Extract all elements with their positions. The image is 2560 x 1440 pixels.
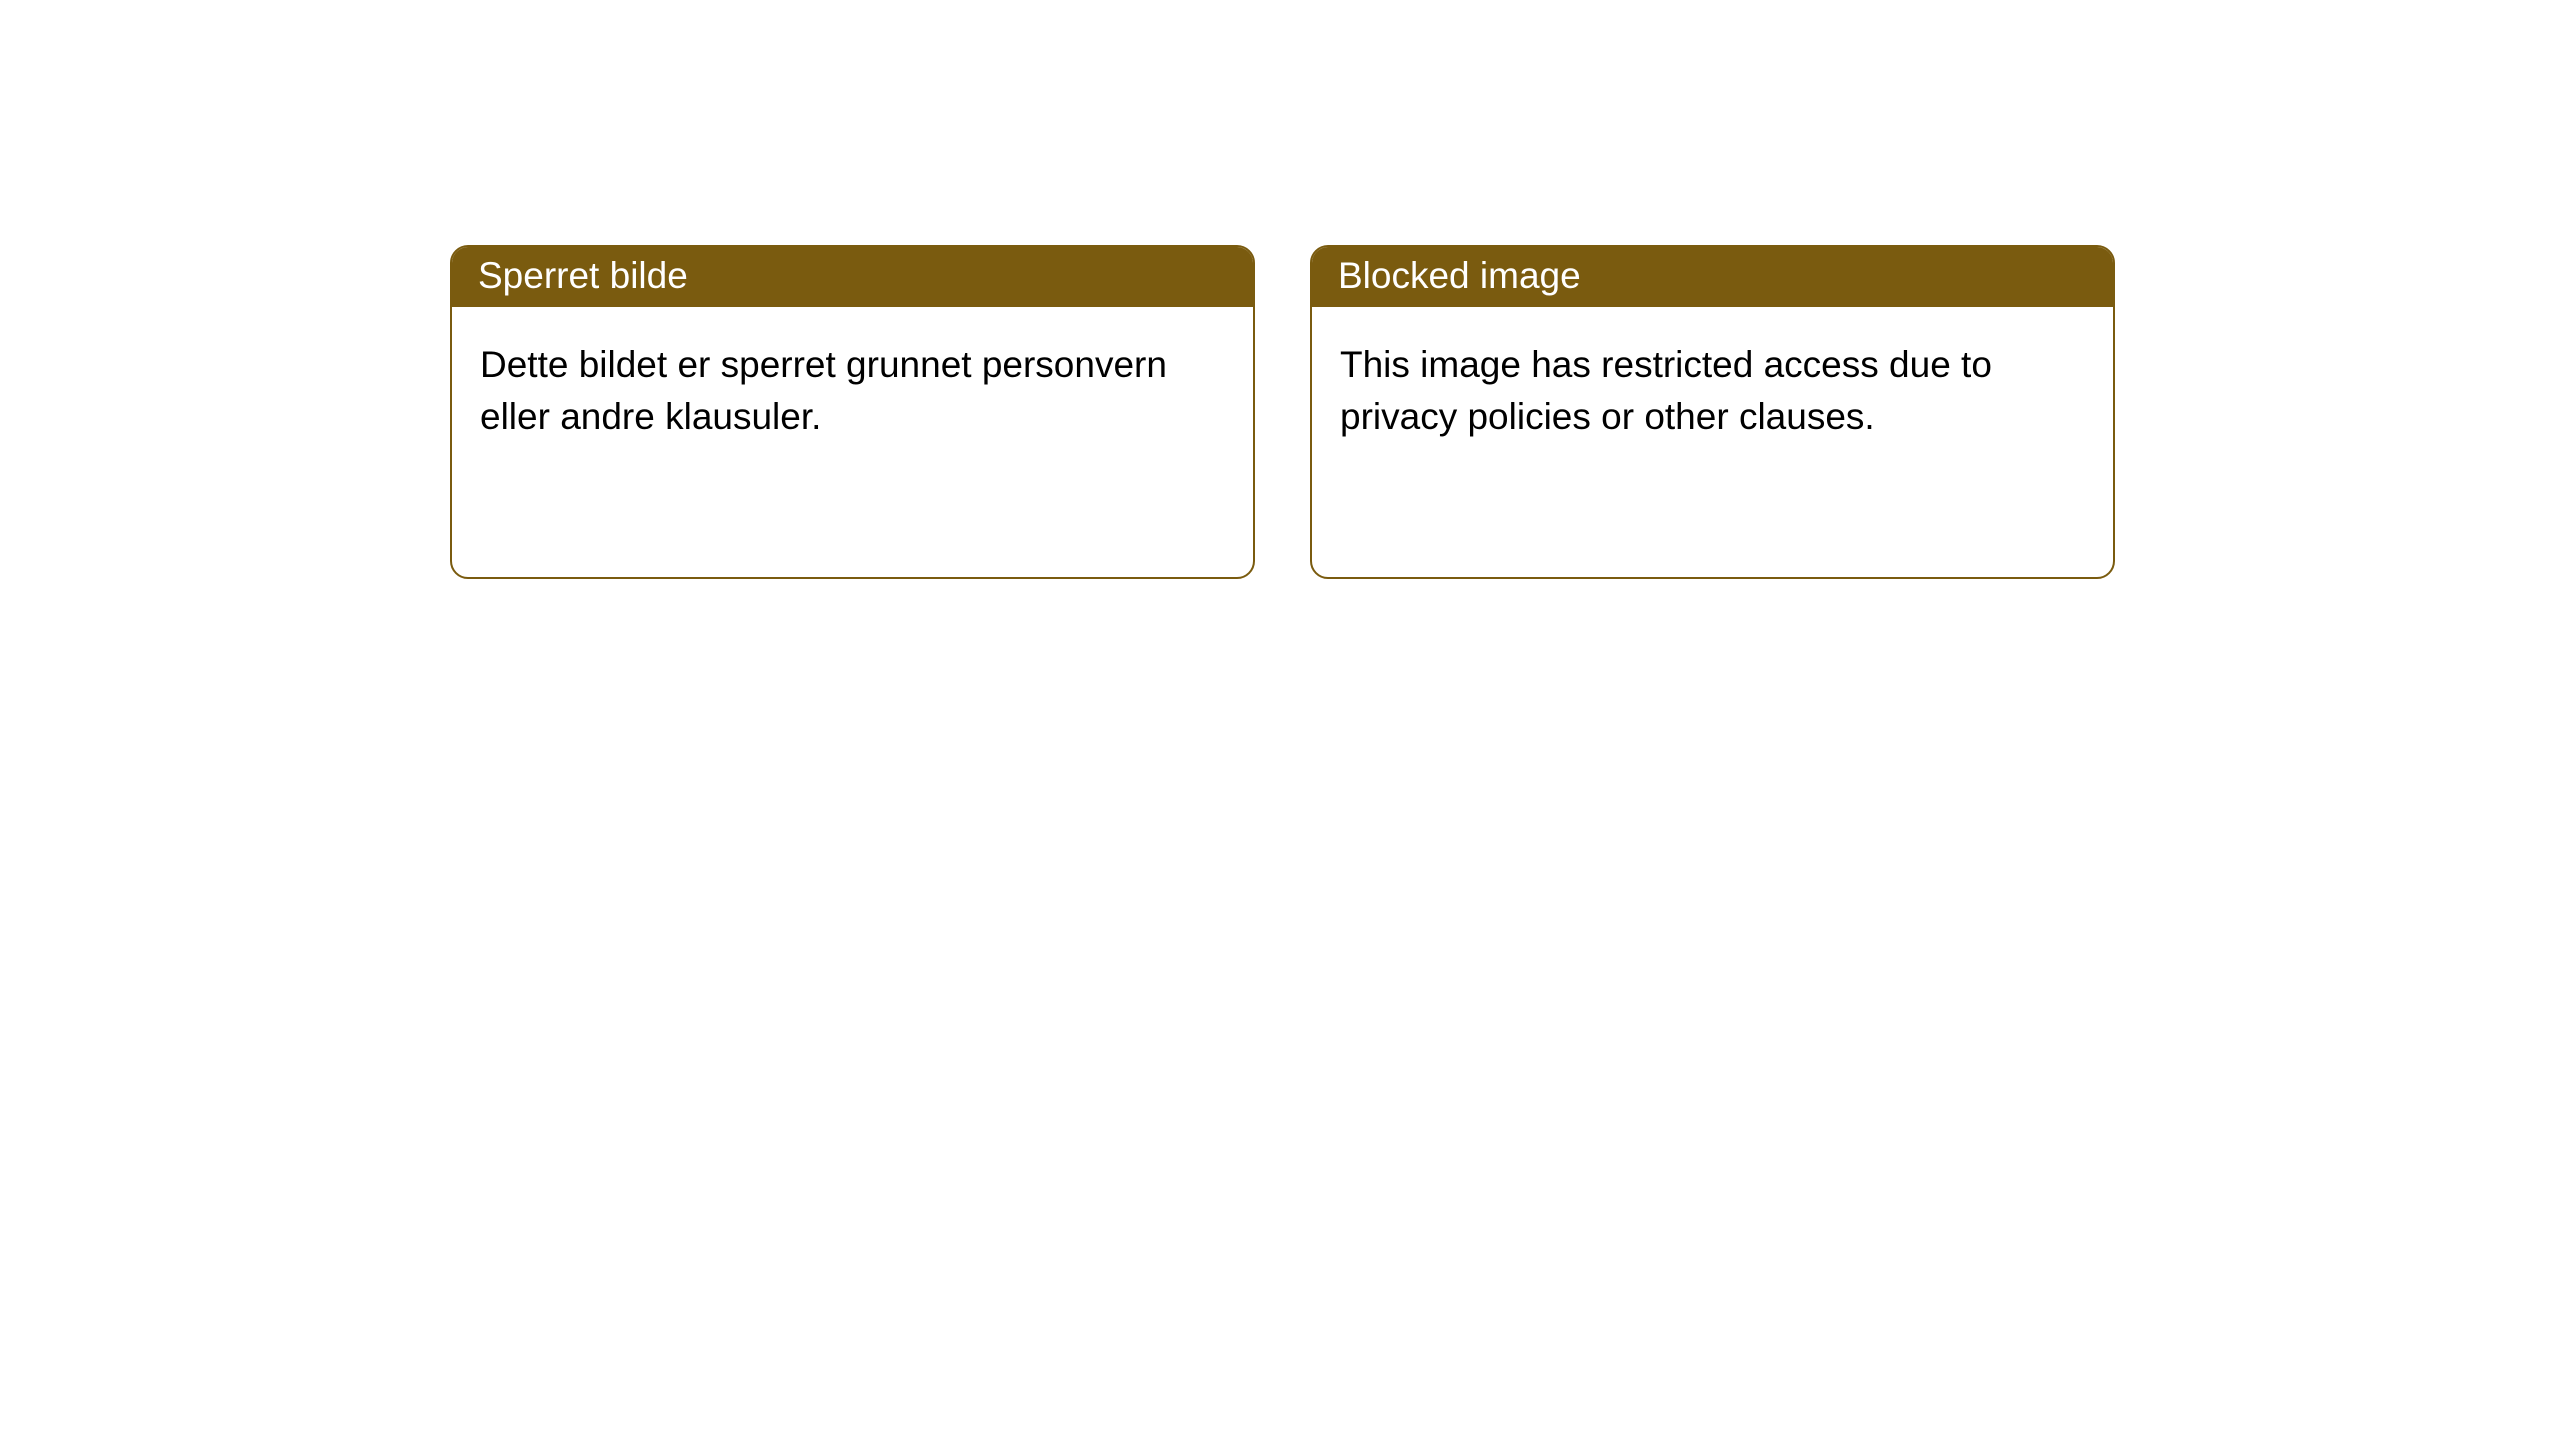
- notice-title: Sperret bilde: [478, 255, 688, 296]
- notice-container: Sperret bilde Dette bildet er sperret gr…: [0, 0, 2560, 579]
- notice-card-norwegian: Sperret bilde Dette bildet er sperret gr…: [450, 245, 1255, 579]
- notice-title: Blocked image: [1338, 255, 1581, 296]
- notice-header: Blocked image: [1312, 247, 2113, 307]
- notice-body-text: Dette bildet er sperret grunnet personve…: [480, 344, 1167, 437]
- notice-body: Dette bildet er sperret grunnet personve…: [452, 307, 1253, 577]
- notice-header: Sperret bilde: [452, 247, 1253, 307]
- notice-body: This image has restricted access due to …: [1312, 307, 2113, 577]
- notice-body-text: This image has restricted access due to …: [1340, 344, 1992, 437]
- notice-card-english: Blocked image This image has restricted …: [1310, 245, 2115, 579]
